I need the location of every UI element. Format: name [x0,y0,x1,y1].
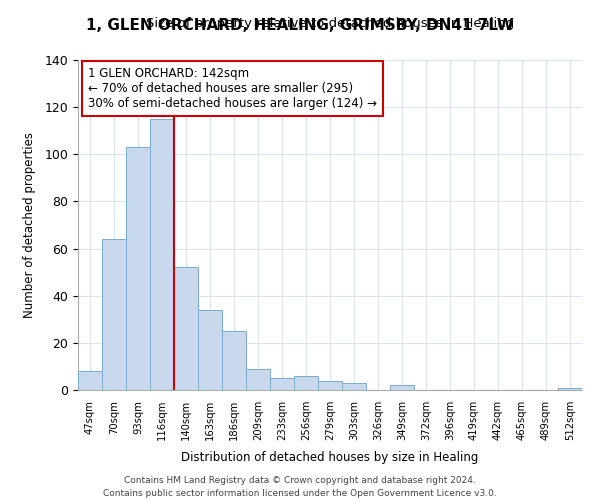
Bar [390,386,414,390]
Bar [174,268,198,390]
Bar [246,369,270,390]
Text: 1 GLEN ORCHARD: 142sqm
← 70% of detached houses are smaller (295)
30% of semi-de: 1 GLEN ORCHARD: 142sqm ← 70% of detached… [88,66,377,110]
Title: Size of property relative to detached houses in Healing: Size of property relative to detached ho… [146,16,514,30]
Y-axis label: Number of detached properties: Number of detached properties [23,132,36,318]
Bar [270,378,294,390]
X-axis label: Distribution of detached houses by size in Healing: Distribution of detached houses by size … [181,451,479,464]
Bar [342,383,366,390]
Bar [78,371,102,390]
Text: 1, GLEN ORCHARD, HEALING, GRIMSBY, DN41 7LW: 1, GLEN ORCHARD, HEALING, GRIMSBY, DN41 … [86,18,514,32]
Bar [318,380,342,390]
Bar [126,147,150,390]
Bar [294,376,318,390]
Bar [102,239,126,390]
Bar [150,119,174,390]
Bar [198,310,222,390]
Text: Contains HM Land Registry data © Crown copyright and database right 2024.
Contai: Contains HM Land Registry data © Crown c… [103,476,497,498]
Bar [222,331,246,390]
Bar [558,388,582,390]
